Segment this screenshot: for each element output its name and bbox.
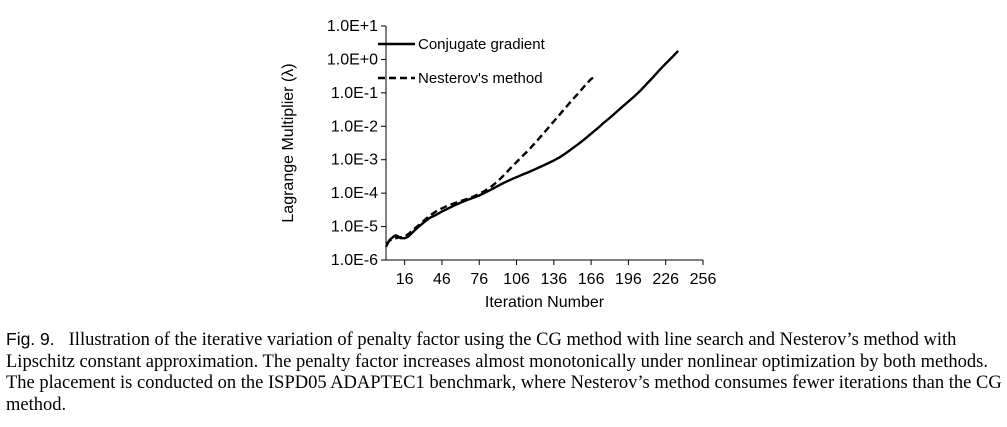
x-tick-label: 256	[690, 271, 717, 288]
caption-label: Fig. 9.	[6, 329, 55, 349]
series-line-nesterov	[385, 74, 597, 245]
chart-figure: 1.0E-6 1.0E-5 1.0E-4 1.0E-3 1.0E-2 1.0E-1 1.0E…	[280, 18, 717, 311]
figure-caption: Fig. 9. Illustration of the iterative var…	[6, 329, 1002, 416]
y-axis-title: Lagrange Multiplier (λ)	[280, 63, 297, 222]
y-tick-label: 1.0E-1	[331, 85, 378, 102]
legend-label: Nesterov's method	[418, 70, 543, 87]
y-tick-label: 1.0E-6	[331, 252, 378, 269]
x-tick-label: 226	[652, 271, 679, 288]
x-axis-title: Iteration Number	[485, 294, 605, 311]
y-tick-label: 1.0E-2	[331, 118, 378, 135]
y-tick-label: 1.0E-3	[331, 152, 378, 169]
x-tick-label: 196	[615, 271, 642, 288]
y-tick-label: 1.0E+1	[327, 18, 378, 35]
series-line-conjugate-gradient	[384, 50, 679, 248]
legend-label: Conjugate gradient	[418, 36, 546, 53]
x-tick-label: 166	[578, 271, 605, 288]
x-tick-label: 76	[470, 271, 488, 288]
chart: 1.0E-6 1.0E-5 1.0E-4 1.0E-3 1.0E-2 1.0E-1 1.0E…	[280, 18, 717, 311]
y-tick-label: 1.0E-4	[331, 185, 378, 202]
y-tick-label: 1.0E-5	[331, 219, 378, 236]
x-tick-label: 16	[396, 271, 414, 288]
caption-text: Illustration of the iterative variation …	[6, 330, 1002, 415]
x-tick-label: 106	[503, 271, 530, 288]
y-tick-label: 1.0E+0	[327, 51, 378, 68]
x-tick-label: 46	[433, 271, 451, 288]
x-tick-label: 136	[540, 271, 567, 288]
